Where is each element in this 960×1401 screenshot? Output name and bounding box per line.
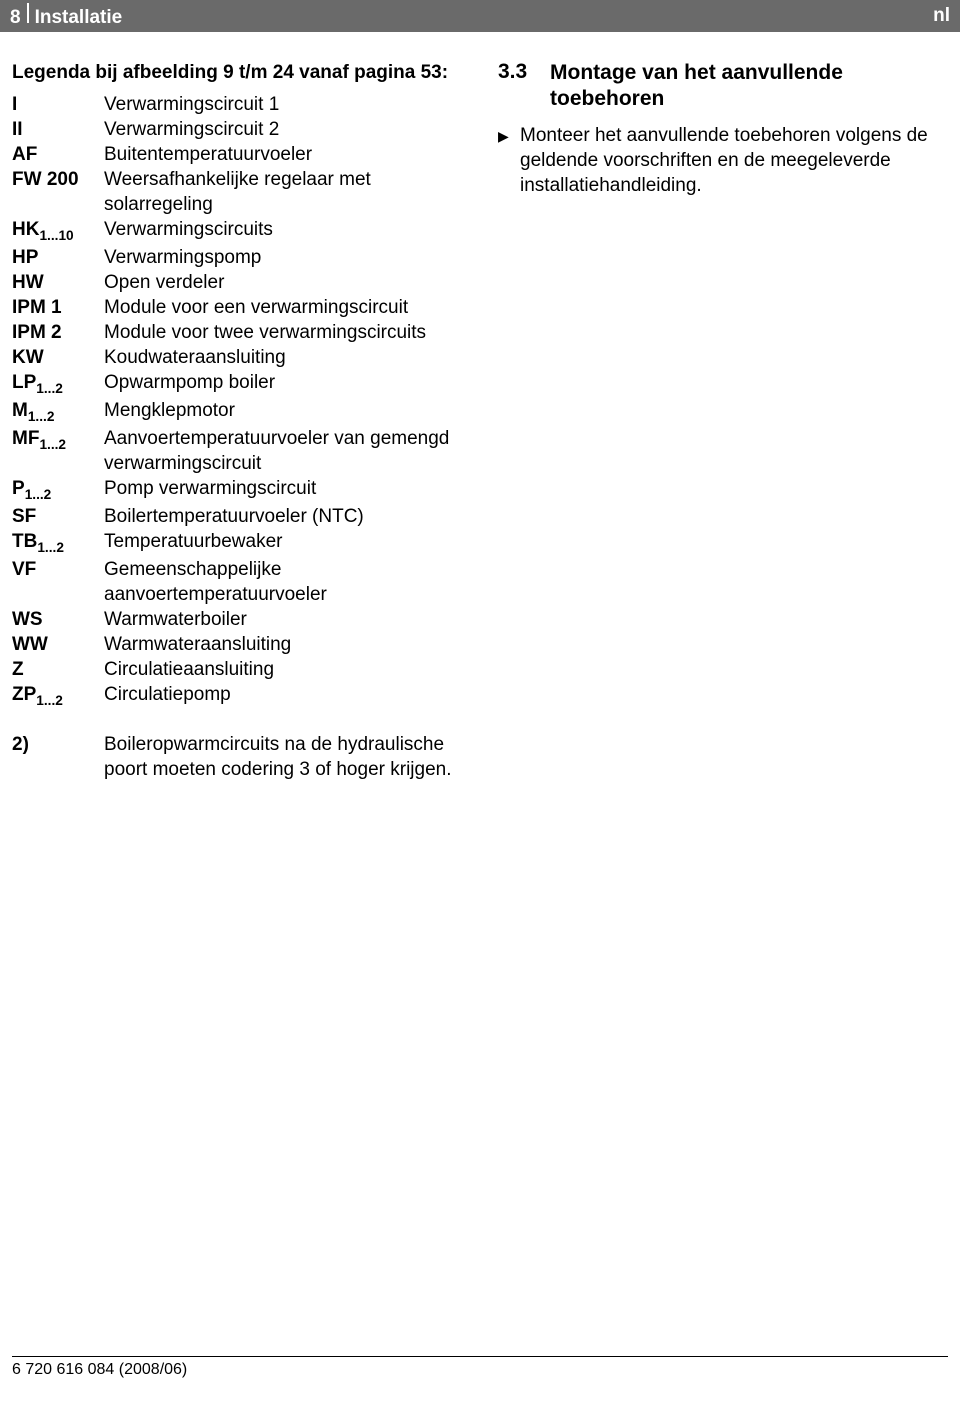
- legend-key-subscript: 1...2: [28, 409, 55, 424]
- legend-row: ZP1...2Circulatiepomp: [12, 682, 462, 710]
- legend-row: IIVerwarmingscircuit 2: [12, 117, 462, 142]
- legend-row: HPVerwarmingspomp: [12, 245, 462, 270]
- legend-row: WSWarmwaterboiler: [12, 607, 462, 632]
- legend-value: Warmwateraansluiting: [104, 632, 462, 657]
- section-heading: 3.3 Montage van het aanvullende toebehor…: [498, 60, 948, 113]
- legend-key: II: [12, 117, 104, 142]
- footer-rule: [12, 1356, 948, 1357]
- legend-value: Temperatuurbewaker: [104, 529, 462, 554]
- bullet-list: ▶Monteer het aanvullende toebehoren volg…: [498, 123, 948, 198]
- legend-key: VF: [12, 557, 104, 582]
- legend-note-key: 2): [12, 732, 104, 757]
- legend-key-subscript: 1...2: [39, 437, 66, 452]
- legend-value: Circulatiepomp: [104, 682, 462, 707]
- bullet-text: Monteer het aanvullende toebehoren volge…: [520, 123, 948, 198]
- legend-row: LP1...2Opwarmpomp boiler: [12, 370, 462, 398]
- legend-row: TB1...2Temperatuurbewaker: [12, 529, 462, 557]
- page-content: Legenda bij afbeelding 9 t/m 24 vanaf pa…: [0, 32, 960, 782]
- legend-key: HP: [12, 245, 104, 270]
- legend-value: Mengklepmotor: [104, 398, 462, 423]
- legend-row: KWKoudwateraansluiting: [12, 345, 462, 370]
- legend-row: IPM 2Module voor twee verwarmingscircuit…: [12, 320, 462, 345]
- legend-value: Verwarmingscircuits: [104, 217, 462, 242]
- legend-key: IPM 1: [12, 295, 104, 320]
- legend-value: Module voor twee verwarmingscircuits: [104, 320, 462, 345]
- legend-value: Verwarmingscircuit 1: [104, 92, 462, 117]
- legend-value: Boilertemperatuurvoeler (NTC): [104, 504, 462, 529]
- legend-key: FW 200: [12, 167, 104, 192]
- legend-row: M1...2Mengklepmotor: [12, 398, 462, 426]
- legend-key: I: [12, 92, 104, 117]
- legend-value: Koudwateraansluiting: [104, 345, 462, 370]
- right-column: 3.3 Montage van het aanvullende toebehor…: [498, 60, 948, 782]
- legend-key: AF: [12, 142, 104, 167]
- legend-value: Verwarmingscircuit 2: [104, 117, 462, 142]
- legend-key: HK1...10: [12, 217, 104, 245]
- legend-key-subscript: 1...10: [39, 228, 73, 243]
- header-section-title: Installatie: [35, 7, 123, 29]
- footer-doc-id: 6 720 616 084 (2008/06): [12, 1361, 948, 1379]
- legend-value: Aanvoertemperatuurvoeler van gemengd ver…: [104, 426, 462, 476]
- legend-key: TB1...2: [12, 529, 104, 557]
- legend-key: KW: [12, 345, 104, 370]
- legend-key: LP1...2: [12, 370, 104, 398]
- legend-row: IVerwarmingscircuit 1: [12, 92, 462, 117]
- legend-table: IVerwarmingscircuit 1IIVerwarmingscircui…: [12, 92, 462, 711]
- left-column: Legenda bij afbeelding 9 t/m 24 vanaf pa…: [12, 60, 462, 782]
- legend-value: Buitentemperatuurvoeler: [104, 142, 462, 167]
- page-footer: 6 720 616 084 (2008/06): [12, 1356, 948, 1379]
- legend-key: ZP1...2: [12, 682, 104, 710]
- legend-row: AFBuitentemperatuurvoeler: [12, 142, 462, 167]
- header-language: nl: [933, 5, 950, 27]
- legend-row: WWWarmwateraansluiting: [12, 632, 462, 657]
- legend-key: WS: [12, 607, 104, 632]
- legend-key-subscript: 1...2: [36, 381, 63, 396]
- header-divider: [27, 3, 29, 23]
- legend-note: 2) Boileropwarmcircuits na de hydraulisc…: [12, 732, 462, 782]
- legend-row: P1...2Pomp verwarmingscircuit: [12, 476, 462, 504]
- legend-key: Z: [12, 657, 104, 682]
- legend-key: WW: [12, 632, 104, 657]
- section-title: Montage van het aanvullende toebehoren: [550, 60, 948, 113]
- legend-value: Weersafhankelijke regelaar met solarrege…: [104, 167, 462, 217]
- section-number: 3.3: [498, 60, 550, 84]
- legend-key-subscript: 1...2: [25, 487, 52, 502]
- legend-key-subscript: 1...2: [37, 540, 64, 555]
- legend-note-text: Boileropwarmcircuits na de hydraulische …: [104, 732, 462, 782]
- legend-row: ZCirculatieaansluiting: [12, 657, 462, 682]
- legend-row: IPM 1Module voor een verwarmingscircuit: [12, 295, 462, 320]
- legend-value: Open verdeler: [104, 270, 462, 295]
- legend-key: HW: [12, 270, 104, 295]
- legend-value: Warmwaterboiler: [104, 607, 462, 632]
- legend-key: MF1...2: [12, 426, 104, 454]
- legend-key-subscript: 1...2: [36, 693, 63, 708]
- legend-row: HK1...10Verwarmingscircuits: [12, 217, 462, 245]
- legend-row: SFBoilertemperatuurvoeler (NTC): [12, 504, 462, 529]
- legend-title: Legenda bij afbeelding 9 t/m 24 vanaf pa…: [12, 60, 462, 86]
- legend-key: M1...2: [12, 398, 104, 426]
- header-page-number: 8: [10, 7, 21, 29]
- legend-row: MF1...2Aanvoertemperatuurvoeler van geme…: [12, 426, 462, 476]
- page-header: 8 Installatie nl: [0, 0, 960, 32]
- legend-value: Verwarmingspomp: [104, 245, 462, 270]
- legend-value: Gemeenschappelijke aanvoertemperatuurvoe…: [104, 557, 462, 607]
- bullet-item: ▶Monteer het aanvullende toebehoren volg…: [498, 123, 948, 198]
- legend-key: SF: [12, 504, 104, 529]
- legend-value: Module voor een verwarmingscircuit: [104, 295, 462, 320]
- triangle-bullet-icon: ▶: [498, 123, 520, 145]
- legend-key: P1...2: [12, 476, 104, 504]
- header-left: 8 Installatie: [10, 3, 122, 29]
- legend-value: Opwarmpomp boiler: [104, 370, 462, 395]
- legend-key: IPM 2: [12, 320, 104, 345]
- legend-value: Pomp verwarmingscircuit: [104, 476, 462, 501]
- legend-row: VFGemeenschappelijke aanvoertemperatuurv…: [12, 557, 462, 607]
- legend-value: Circulatieaansluiting: [104, 657, 462, 682]
- legend-row: HWOpen verdeler: [12, 270, 462, 295]
- legend-row: FW 200Weersafhankelijke regelaar met sol…: [12, 167, 462, 217]
